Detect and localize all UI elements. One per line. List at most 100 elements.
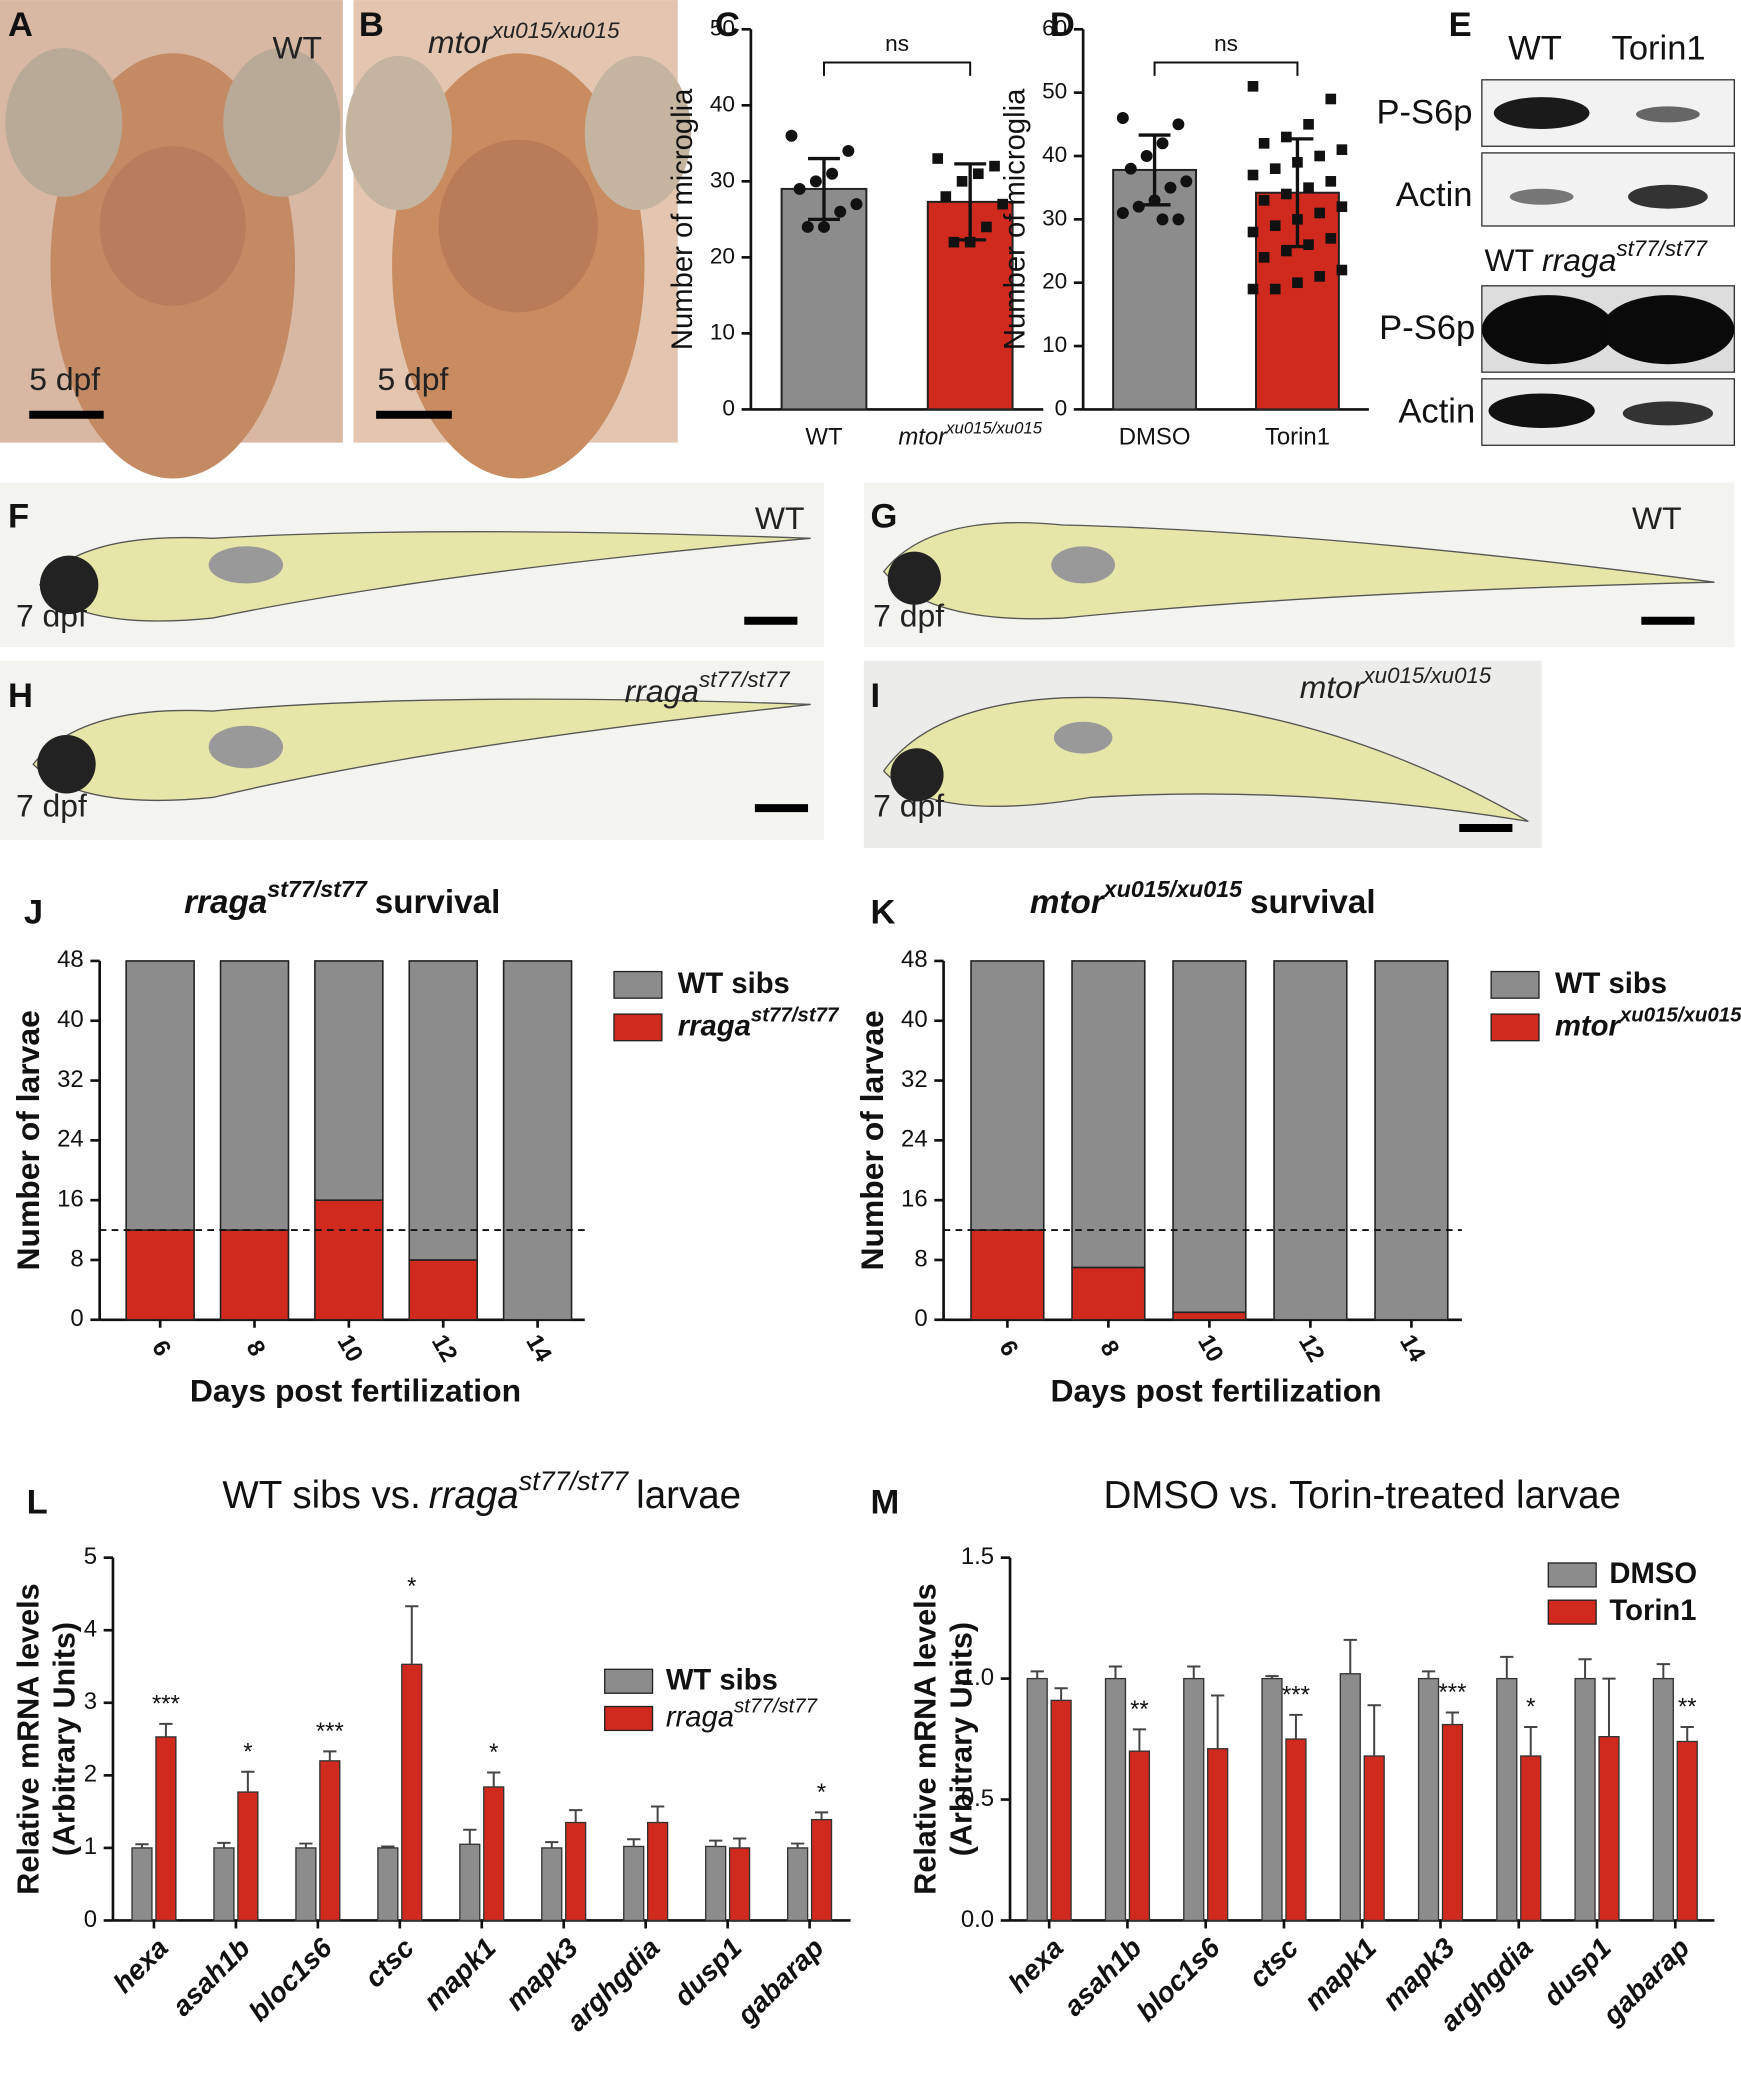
x-tick-label-part: WT	[805, 424, 843, 451]
x-tick-label-part: xu015/xu015	[945, 419, 1043, 438]
image-label: WT	[1632, 500, 1682, 536]
y-tick-label: 1.0	[961, 1664, 994, 1691]
panel-label: C	[715, 6, 740, 44]
annotation: ns	[885, 31, 909, 56]
significance-label: *	[407, 1573, 416, 1600]
data-point	[1164, 181, 1177, 194]
legend-swatch	[604, 1705, 654, 1732]
y-tick-label: 0	[84, 1906, 97, 1933]
blot-lane-label-part: st77/st77	[1616, 237, 1708, 262]
bar-segment	[408, 1259, 478, 1321]
significance-label: *	[489, 1739, 498, 1766]
panel-label: J	[24, 894, 43, 932]
error-bar	[569, 1809, 583, 1823]
x-tick-label: 12	[1293, 1330, 1330, 1367]
x-tick-label: hexa	[107, 1932, 174, 1999]
legend-label-part: mtor	[1555, 1010, 1622, 1042]
chart-title-part: st77/st77	[267, 876, 368, 902]
photo-f	[0, 482, 824, 648]
y-axis-label: Number of microglia	[667, 88, 699, 350]
panel-label: K	[871, 894, 896, 932]
error-bar	[1211, 1694, 1225, 1749]
error-bar	[463, 1828, 477, 1845]
photo-b	[345, 0, 692, 479]
data-point	[1247, 81, 1259, 92]
photo-h	[0, 660, 824, 840]
significance-label: ***	[1438, 1679, 1466, 1706]
legend-label: mtorxu015/xu015	[1555, 1003, 1741, 1042]
image-label-part: rraga	[625, 673, 699, 709]
data-point	[1258, 138, 1270, 149]
significance-label: **	[1678, 1694, 1697, 1721]
x-tick-label: 10	[1192, 1330, 1229, 1367]
y-tick-label: 40	[1042, 142, 1067, 167]
bar	[1417, 1677, 1440, 1922]
bar	[1128, 1750, 1151, 1922]
error-bar	[709, 1839, 723, 1847]
legend-label-part: rraga	[666, 1701, 734, 1733]
x-tick-label: dusp1	[668, 1932, 748, 2012]
panel-label: E	[1449, 6, 1472, 44]
chart-title: rragast77/st77 survival	[184, 876, 500, 921]
bar	[295, 1847, 317, 1922]
y-axis-label: (Arbitrary Units)	[48, 1622, 82, 1856]
bar	[155, 1736, 177, 1922]
error-bar	[323, 1750, 337, 1761]
bar-segment	[1071, 1266, 1146, 1321]
data-point	[834, 205, 847, 218]
bar-segment	[314, 960, 384, 1201]
significance-label: ***	[316, 1718, 344, 1745]
legend-label-part: DMSO	[1609, 1558, 1697, 1590]
y-tick-label: 5	[84, 1543, 97, 1570]
y-tick-label: 0	[1055, 395, 1068, 420]
data-point	[948, 236, 960, 248]
data-point	[940, 191, 952, 202]
bar-segment	[1172, 1311, 1247, 1321]
data-point	[1281, 188, 1292, 200]
blot-lane-label: WT	[1508, 30, 1562, 68]
bar-segment	[1374, 960, 1449, 1321]
bar-segment	[219, 960, 290, 1231]
data-point	[801, 220, 814, 233]
error-bar	[1656, 1663, 1670, 1679]
bar	[1104, 1677, 1127, 1922]
x-tick-label: bloc1s6	[1130, 1932, 1226, 2028]
y-tick-label: 40	[710, 91, 735, 116]
bar	[705, 1845, 727, 1922]
data-point	[997, 198, 1008, 210]
legend-label-part: WT sibs	[678, 968, 790, 1000]
image-label-part: xu015/xu015	[491, 19, 620, 44]
data-point	[1292, 277, 1303, 289]
data-point	[1314, 207, 1325, 219]
data-point	[1303, 239, 1314, 251]
data-point	[1258, 195, 1270, 206]
legend-label: WT sibs	[1555, 968, 1667, 1000]
bar-segment	[502, 960, 573, 1321]
x-tick-label: gabarap	[1596, 1932, 1695, 2031]
chart-title-part: DMSO vs. Torin-treated larvae	[1103, 1474, 1621, 1517]
bar-segment	[1172, 960, 1247, 1314]
bar	[1026, 1677, 1048, 1922]
bar	[810, 1818, 833, 1922]
panel-label: F	[8, 498, 29, 536]
chart-title-part: WT sibs vs.	[222, 1474, 420, 1517]
y-tick-label: 24	[57, 1126, 84, 1153]
error-bar	[1680, 1725, 1694, 1742]
data-point	[1172, 118, 1185, 131]
data-point	[1303, 182, 1314, 193]
legend-label-part: WT sibs	[666, 1664, 778, 1696]
y-tick-label: 1	[84, 1833, 97, 1860]
y-tick-label: 16	[57, 1185, 84, 1212]
y-tick-label: 0	[914, 1305, 927, 1332]
image-label-part: WT	[1632, 500, 1682, 536]
data-point	[1336, 201, 1348, 212]
image-label-part: st77/st77	[699, 667, 791, 692]
x-tick-label: mapk1	[1298, 1932, 1382, 2016]
y-tick-label: 24	[901, 1126, 928, 1153]
legend-label: WT sibs	[666, 1664, 778, 1696]
error-bar	[808, 156, 840, 222]
panel-label: H	[8, 677, 33, 715]
chart-title-part: mtor	[1030, 884, 1106, 921]
bar	[377, 1847, 399, 1922]
significance-label: *	[243, 1738, 252, 1765]
